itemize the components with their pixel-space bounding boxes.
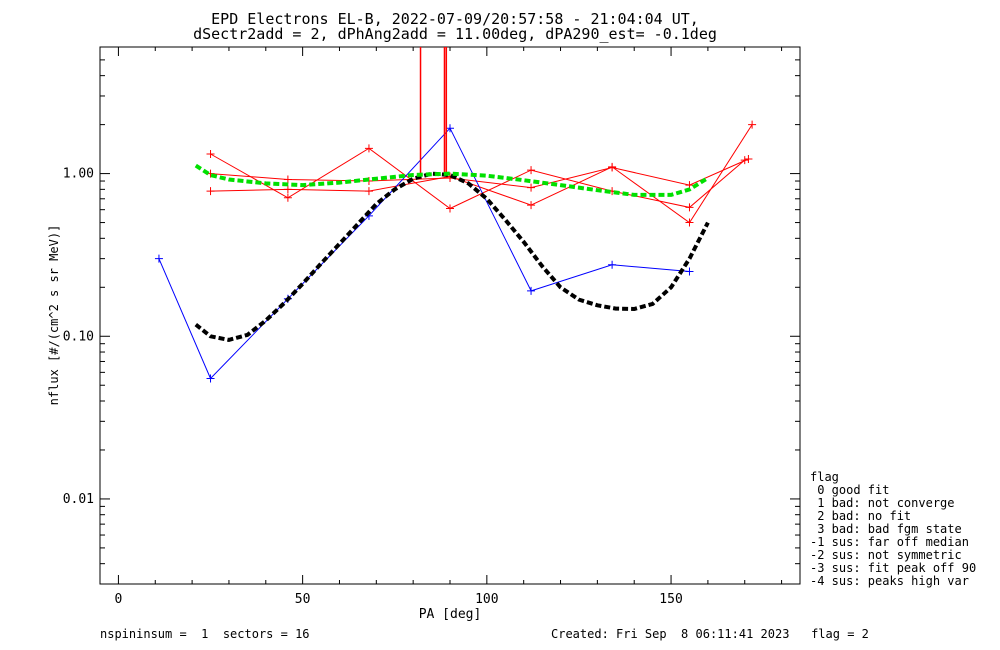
data-point bbox=[527, 183, 536, 192]
legend-title: flag bbox=[810, 470, 839, 484]
footer-left: nspininsum = 1 sectors = 16 bbox=[100, 627, 310, 641]
footer-right: Created: Fri Sep 8 06:11:41 2023 flag = … bbox=[551, 627, 869, 641]
x-tick-label: 0 bbox=[115, 592, 123, 607]
data-point bbox=[527, 201, 536, 210]
x-tick-label: 100 bbox=[475, 592, 498, 607]
chart-subtitle: dSectr2add = 2, dPhAng2add = 11.00deg, d… bbox=[193, 25, 717, 43]
data-point bbox=[364, 144, 373, 153]
legend-item: 0 good fit bbox=[810, 483, 890, 497]
data-point bbox=[608, 260, 617, 269]
data-point bbox=[206, 149, 215, 158]
legend-item: -1 sus: far off median bbox=[810, 535, 969, 549]
x-tick-label: 150 bbox=[659, 592, 682, 607]
legend-item: 3 bad: bad fgm state bbox=[810, 522, 962, 536]
data-point bbox=[206, 374, 215, 383]
data-point bbox=[744, 154, 753, 163]
data-point bbox=[748, 120, 757, 129]
data-series bbox=[154, 47, 757, 383]
legend-item: -3 sus: fit peak off 90 bbox=[810, 561, 977, 575]
x-axis-label: PA [deg] bbox=[419, 607, 482, 622]
y-axis: 0.01 0.10 1.00 bbox=[63, 46, 800, 585]
data-point bbox=[685, 267, 694, 276]
data-point bbox=[154, 254, 163, 263]
y-tick-label: 0.10 bbox=[63, 329, 94, 344]
data-point bbox=[527, 166, 536, 175]
data-point bbox=[527, 286, 536, 295]
data-line bbox=[210, 124, 753, 224]
data-line bbox=[210, 147, 746, 210]
data-line bbox=[158, 127, 690, 380]
data-point bbox=[685, 203, 694, 212]
chart-title: EPD Electrons EL-B, 2022-07-09/20:57:58 … bbox=[211, 10, 699, 28]
data-point bbox=[446, 204, 454, 213]
y-tick-label: 0.01 bbox=[63, 492, 94, 507]
data-point bbox=[364, 187, 373, 196]
y-axis-label: nflux [#/(cm^2 s sr MeV)] bbox=[47, 225, 61, 406]
legend-item: 1 bad: not converge bbox=[810, 496, 955, 510]
data-point bbox=[446, 124, 454, 133]
legend-item: -4 sus: peaks high var bbox=[810, 574, 969, 588]
x-tick-label: 50 bbox=[295, 592, 311, 607]
data-point bbox=[685, 218, 694, 227]
data-point bbox=[206, 187, 215, 196]
legend-item: 2 bad: no fit bbox=[810, 509, 912, 523]
legend-item: -2 sus: not symmetric bbox=[810, 548, 962, 562]
data-line bbox=[210, 158, 749, 189]
data-point bbox=[283, 185, 292, 194]
data-point bbox=[283, 175, 292, 184]
x-axis: 0 50 100 150 bbox=[115, 47, 783, 607]
data-point bbox=[608, 162, 617, 171]
data-point bbox=[283, 193, 292, 202]
y-tick-label: 1.00 bbox=[63, 167, 94, 182]
